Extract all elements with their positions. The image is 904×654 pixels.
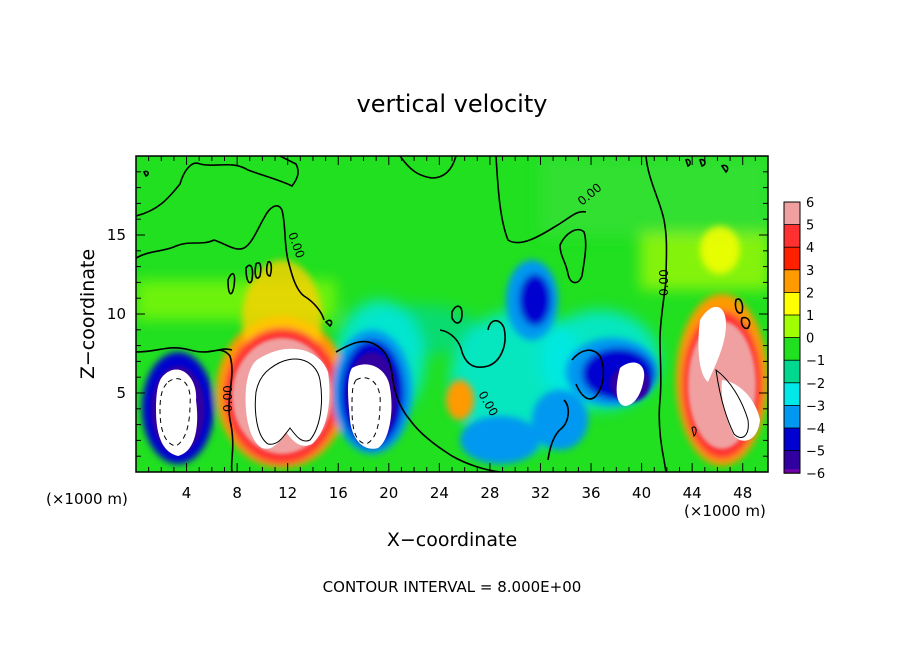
x-tick-label: 4	[182, 484, 192, 502]
colorbar: 6 5 4 3 2 1 0 −1 −2 −3 −4 −5 −6	[783, 196, 825, 482]
colorbar-swatch	[784, 247, 800, 270]
heatmap-field: 0.00 0.00 0.00 0.00 0.00	[136, 156, 768, 472]
y-axis-label: Z−coordinate	[77, 249, 99, 379]
x-tick-label: 48	[733, 484, 752, 502]
x-tick-label: 8	[232, 484, 242, 502]
x-tick-label: 32	[531, 484, 550, 502]
colorbar-label: −5	[806, 445, 825, 460]
x-unit-right: (×1000 m)	[684, 502, 766, 520]
colorbar-label: 3	[806, 264, 814, 279]
x-tick-label: 40	[632, 484, 651, 502]
y-tick-label: 15	[107, 226, 126, 244]
contour-label: 0.00	[657, 269, 671, 296]
colorbar-label: 2	[806, 286, 814, 301]
y-tick-label: 5	[116, 384, 126, 402]
x-tick-label: 16	[329, 484, 348, 502]
colorbar-label: −3	[806, 399, 825, 414]
x-tick-label: 12	[278, 484, 297, 502]
colorbar-swatch	[784, 269, 800, 293]
colorbar-label: 1	[806, 309, 814, 324]
contour-interval-footer: CONTOUR INTERVAL = 8.000E+00	[323, 578, 582, 596]
x-unit-left: (×1000 m)	[46, 490, 128, 508]
x-axis-label: X−coordinate	[387, 529, 517, 551]
chart-title: vertical velocity	[357, 90, 548, 118]
colorbar-swatch	[784, 450, 800, 474]
colorbar-swatch	[784, 469, 800, 474]
colorbar-swatch	[784, 405, 800, 428]
colorbar-swatch	[784, 428, 800, 451]
colorbar-label: −4	[806, 422, 825, 437]
x-tick-label: 20	[379, 484, 398, 502]
colorbar-swatch	[784, 202, 800, 225]
colorbar-swatch	[784, 224, 800, 248]
colorbar-swatch	[784, 337, 800, 361]
colorbar-label: 5	[806, 219, 814, 234]
y-tick-label: 10	[107, 305, 126, 323]
colorbar-label: 0	[806, 332, 814, 347]
x-tick-label: 28	[480, 484, 499, 502]
colorbar-label: 4	[806, 241, 814, 256]
colorbar-label: −6	[806, 467, 825, 482]
colorbar-label: −1	[806, 354, 825, 369]
colorbar-swatch	[784, 360, 800, 383]
x-tick-label: 24	[430, 484, 449, 502]
x-tick-label: 36	[581, 484, 600, 502]
contour-label: 0.00	[221, 385, 235, 412]
colorbar-label: 6	[806, 196, 814, 211]
colorbar-swatch	[784, 315, 800, 338]
colorbar-label: −2	[806, 377, 825, 392]
colorbar-swatch	[784, 292, 800, 315]
colorbar-swatch	[784, 382, 800, 406]
x-tick-label: 44	[683, 484, 702, 502]
